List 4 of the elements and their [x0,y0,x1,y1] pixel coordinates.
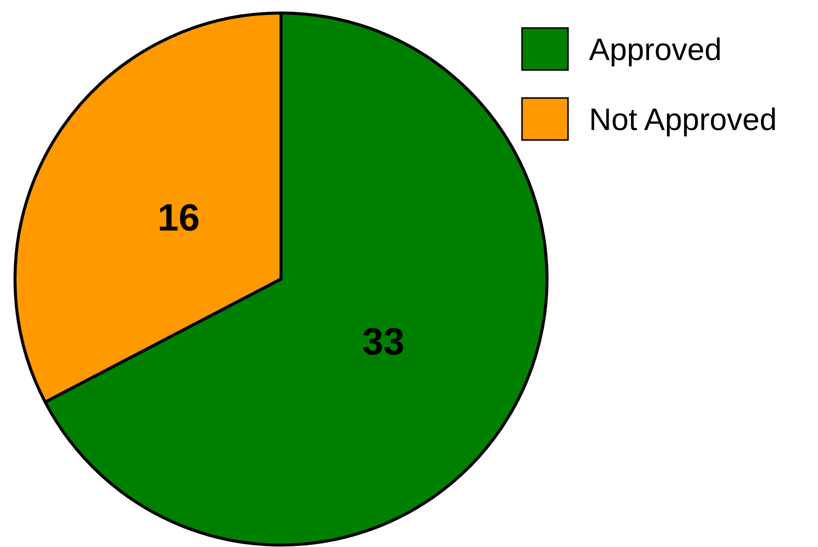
legend-label: Approved [589,32,722,67]
data-label: 33 [362,321,404,364]
legend-label: Not Approved [589,102,777,137]
data-label: 16 [158,197,200,240]
